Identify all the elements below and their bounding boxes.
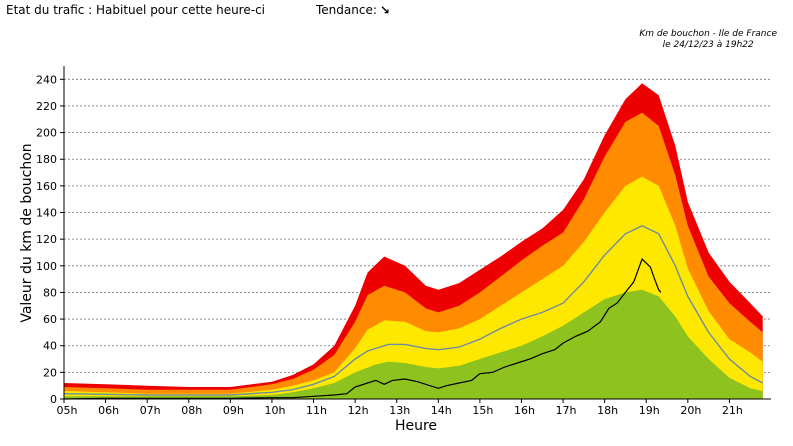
series-line-1 — [63, 258, 662, 400]
trend-label: Tendance: — [316, 3, 377, 17]
x-tick-label-3: 08h — [181, 404, 202, 417]
series-line-0 — [63, 225, 764, 396]
x-tick-label-1: 06h — [98, 404, 119, 417]
x-tick-label-12: 17h — [556, 404, 577, 417]
x-tick-label-15: 20h — [680, 404, 701, 417]
y-tick-label-1: 20 — [43, 366, 57, 379]
y-tick-label-0: 0 — [50, 393, 57, 406]
band-area-3 — [64, 289, 763, 399]
x-axis-ticks: 05h 06h 07h 08h 09h 10h 11h 12h 13h 14h 15h 16h 17h 1… — [57, 399, 743, 417]
x-tick-label-14: 19h — [639, 404, 660, 417]
y-tick-label-10: 200 — [36, 127, 57, 140]
y-tick-label-4: 80 — [43, 286, 57, 299]
y-tick-label-8: 160 — [36, 180, 57, 193]
x-axis-title: Heure — [395, 418, 437, 434]
x-tick-label-2: 07h — [140, 404, 161, 417]
x-tick-label-6: 11h — [306, 404, 327, 417]
traffic-status: Etat du trafic : Habituel pour cette heu… — [6, 3, 265, 17]
trend-indicator: Tendance: ↘ — [316, 3, 390, 17]
x-tick-label-8: 13h — [389, 404, 410, 417]
y-axis-ticks: 0 20 40 60 80 100 120 140 160 180 200 220 240 — [36, 73, 64, 406]
x-tick-label-0: 05h — [57, 404, 78, 417]
y-tick-label-6: 120 — [36, 233, 57, 246]
x-tick-label-5: 10h — [264, 404, 285, 417]
y-tick-label-12: 240 — [36, 73, 57, 86]
chart-caption: Km de bouchon - Ile de France le 24/12/2… — [639, 29, 777, 51]
x-tick-label-16: 21h — [722, 404, 743, 417]
y-axis-title: Valeur du km de bouchon — [19, 143, 35, 322]
x-tick-label-10: 15h — [472, 404, 493, 417]
x-tick-label-11: 16h — [514, 404, 535, 417]
arrow-down-right-icon: ↘ — [379, 3, 390, 17]
caption-line-2: le 24/12/23 à 19h22 — [662, 40, 754, 50]
chart-axes — [63, 66, 771, 400]
traffic-status-label: Etat du trafic : Habituel pour cette heu… — [6, 3, 265, 17]
y-tick-label-2: 40 — [43, 340, 57, 353]
x-tick-label-7: 12h — [348, 404, 369, 417]
x-tick-label-4: 09h — [223, 404, 244, 417]
y-tick-label-7: 140 — [36, 207, 57, 220]
chart-lines — [63, 225, 764, 400]
caption-line-1: Km de bouchon - Ile de France — [639, 29, 777, 39]
y-tick-label-11: 220 — [36, 100, 57, 113]
chart-bands — [64, 83, 763, 400]
x-tick-label-13: 18h — [597, 404, 618, 417]
y-tick-label-9: 180 — [36, 153, 57, 166]
x-tick-label-9: 14h — [431, 404, 452, 417]
y-tick-label-3: 60 — [43, 313, 57, 326]
y-tick-label-5: 100 — [36, 260, 57, 273]
